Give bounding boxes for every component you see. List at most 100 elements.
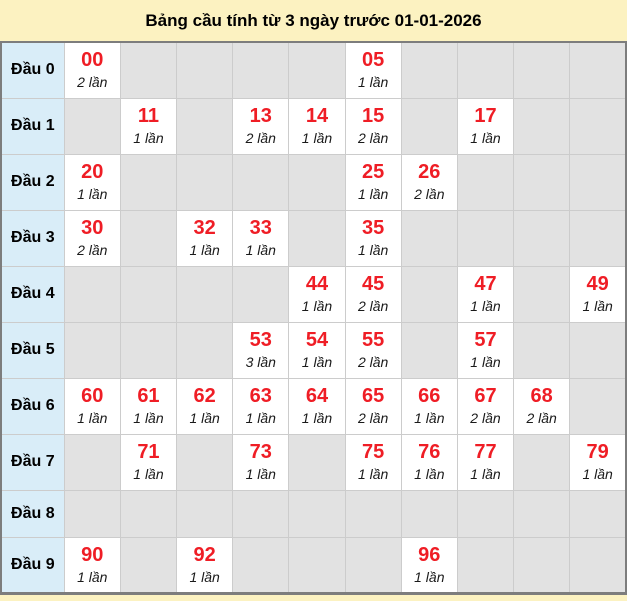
empty-cell [513,536,571,594]
cell-count: 1 lần [301,130,333,147]
empty-cell [344,489,402,538]
number-cell: 11 1 lần [119,97,178,155]
empty-cell [569,153,627,211]
cell-count: 2 lần [245,130,276,147]
cell-count: 1 lần [301,354,333,371]
empty-cell [119,536,178,594]
table-row: Đầu 3 30 2 lần 32 1 lần 33 1 lần 35 1 lần [0,209,627,267]
table-row: Đầu 9 90 1 lần 92 1 lần 96 1 lần [0,536,627,594]
cell-count: 2 lần [414,186,445,203]
empty-cell [569,536,627,594]
empty-cell [513,209,571,267]
cell-count: 1 lần [357,466,389,483]
empty-cell [288,209,346,267]
stats-table-body: Đầu 0 00 2 lần 05 1 lần Đầu 1 11 1 lần 13 2 lần 14… [0,41,627,594]
cell-count: 1 lần [357,242,389,259]
cell-number: 90 [81,543,104,566]
empty-cell [456,41,515,99]
table-row: Đầu 5 53 3 lần 54 1 lần 55 2 lần 57 1 lần [0,321,627,379]
empty-cell [232,41,290,99]
cell-number: 32 [193,217,216,240]
number-cell: 96 1 lần [400,536,458,594]
cell-number: 26 [418,161,441,184]
cell-count: 2 lần [357,130,389,147]
empty-cell [119,321,178,379]
empty-cell [513,153,571,211]
empty-cell [513,265,571,323]
cell-number: 57 [474,329,497,352]
cell-count: 1 lần [133,410,164,427]
number-cell: 32 1 lần [176,209,234,267]
cell-number: 25 [362,161,385,184]
cell-number: 77 [474,441,497,464]
row-header: Đầu 9 [0,536,65,594]
stats-table: Đầu 0 00 2 lần 05 1 lần Đầu 1 11 1 lần 13 2 lần 14… [0,41,627,595]
number-cell: 14 1 lần [288,97,346,155]
number-cell: 30 2 lần [63,209,121,267]
cell-count: 1 lần [470,130,501,147]
cell-count: 1 lần [245,410,276,427]
number-cell: 17 1 lần [456,97,515,155]
empty-cell [288,536,346,594]
cell-count: 1 lần [245,466,276,483]
number-cell: 61 1 lần [119,377,178,435]
cell-number: 68 [530,385,553,408]
cell-number: 45 [362,273,385,296]
cell-count: 1 lần [77,186,108,203]
cell-count: 1 lần [189,410,220,427]
empty-cell [63,433,121,491]
table-row: Đầu 4 44 1 lần 45 2 lần 47 1 lần 49 1 lần [0,265,627,323]
row-header: Đầu 1 [0,97,65,155]
number-cell: 73 1 lần [232,433,290,491]
empty-cell [400,489,458,538]
cell-count: 1 lần [470,354,501,371]
number-cell: 65 2 lần [344,377,402,435]
table-row: Đầu 8 [0,489,627,538]
cell-number: 79 [586,441,609,464]
empty-cell [569,489,627,538]
number-cell: 05 1 lần [344,41,402,99]
empty-cell [513,41,571,99]
cell-count: 2 lần [526,410,557,427]
empty-cell [232,265,290,323]
empty-cell [119,265,178,323]
number-cell: 53 3 lần [232,321,290,379]
empty-cell [232,153,290,211]
number-cell: 26 2 lần [400,153,458,211]
empty-cell [288,433,346,491]
table-row: Đầu 6 60 1 lần 61 1 lần 62 1 lần 63 1 lần 64 1 lần… [0,377,627,435]
cell-count: 3 lần [245,354,276,371]
cell-count: 1 lần [301,410,333,427]
cell-number: 00 [81,49,104,72]
cell-number: 35 [362,217,385,240]
row-header: Đầu 4 [0,265,65,323]
empty-cell [456,209,515,267]
cell-number: 11 [137,105,160,128]
cell-number: 66 [418,385,441,408]
cell-count: 2 lần [357,298,389,315]
number-cell: 71 1 lần [119,433,178,491]
cell-count: 1 lần [77,568,108,585]
empty-cell [569,377,627,435]
number-cell: 54 1 lần [288,321,346,379]
cell-number: 64 [305,385,329,408]
number-cell: 62 1 lần [176,377,234,435]
cell-count: 1 lần [414,568,445,585]
cell-count: 1 lần [414,410,445,427]
number-cell: 64 1 lần [288,377,346,435]
cell-number: 49 [586,273,609,296]
cell-count: 1 lần [357,74,389,91]
number-cell: 45 2 lần [344,265,402,323]
cell-number: 96 [418,543,441,566]
empty-cell [288,489,346,538]
cell-number: 73 [249,441,272,464]
empty-cell [400,321,458,379]
cell-count: 2 lần [77,242,108,259]
empty-cell [232,536,290,594]
empty-cell [176,265,234,323]
number-cell: 15 2 lần [344,97,402,155]
number-cell: 33 1 lần [232,209,290,267]
number-cell: 92 1 lần [176,536,234,594]
cell-number: 54 [305,329,329,352]
empty-cell [513,321,571,379]
